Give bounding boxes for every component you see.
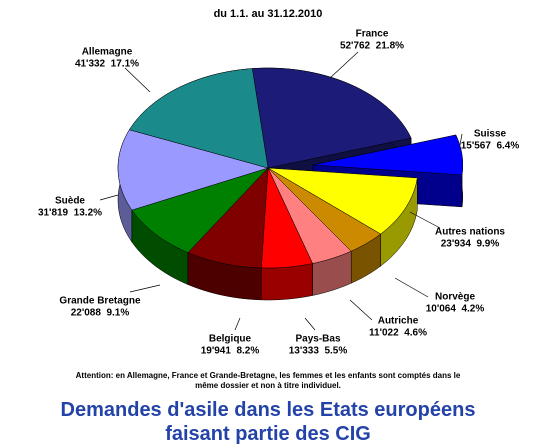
slice: [117, 129, 269, 211]
leader-line: [349, 299, 373, 321]
value-label: 22'088 9.1%: [71, 308, 130, 319]
slice-label: Autres nations: [435, 227, 505, 238]
slice-side: [261, 263, 313, 301]
slice-label: Suisse: [474, 129, 507, 140]
leader-line: [409, 211, 441, 229]
slice: [129, 68, 269, 169]
chart-subtitle: du 1.1. au 31.12.2010: [214, 8, 323, 20]
slice: [187, 167, 269, 269]
slice: [131, 167, 269, 253]
leader-line: [124, 67, 151, 93]
value-label: 41'332 17.1%: [75, 59, 139, 70]
leader-line: [99, 194, 119, 201]
value-label: 15'567 6.4%: [461, 141, 520, 152]
leader-line: [329, 51, 359, 79]
slice-label: Norvège: [435, 292, 475, 303]
slice: [252, 67, 412, 169]
leader-line: [304, 317, 316, 331]
leader-line: [234, 317, 241, 331]
slice: [267, 167, 352, 264]
slice: [267, 167, 382, 252]
value-label: 19'941 8.2%: [201, 346, 260, 357]
slice-label: Belgique: [209, 334, 252, 345]
slice: [261, 167, 313, 269]
value-label: 13'333 5.5%: [289, 346, 348, 357]
value-label: 52'762 21.8%: [340, 41, 404, 52]
slice-label: Suède: [55, 196, 85, 207]
slice: [312, 134, 464, 176]
chart-note: Attention: en Allemagne, France et Grand…: [75, 371, 461, 390]
leader-line: [129, 284, 161, 293]
slice-label: Grande Bretagne: [59, 296, 141, 307]
slice-label: Autriche: [378, 316, 419, 327]
slice: [267, 167, 418, 235]
value-label: 11'022 4.6%: [369, 328, 427, 339]
slice-label: France: [356, 29, 389, 40]
value-label: 23'934 9.9%: [441, 239, 500, 250]
chart-title: Demandes d'asile dans les Etats européen…: [60, 399, 476, 445]
value-label: 31'819 13.2%: [38, 208, 102, 219]
slice-label: Pays-Bas: [295, 334, 340, 345]
leader-line: [394, 277, 429, 298]
value-label: 10'064 4.2%: [426, 304, 485, 315]
slice-label: Allemagne: [82, 47, 133, 58]
leader-line: [459, 133, 463, 146]
